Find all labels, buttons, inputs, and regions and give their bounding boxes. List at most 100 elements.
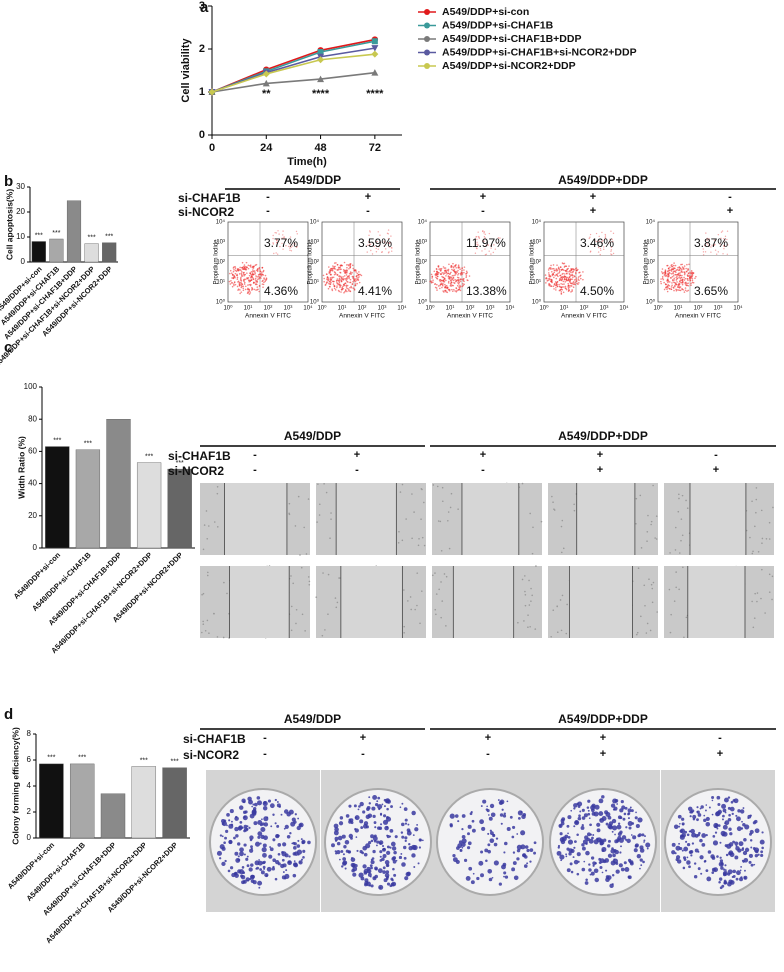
colony <box>239 826 241 828</box>
colony <box>243 843 246 846</box>
colony-dish <box>321 770 435 912</box>
x-tick-label: A549/DDP+si-CHAF1B+DDP <box>2 264 79 341</box>
event-dot <box>239 267 241 269</box>
event-dot <box>261 275 263 277</box>
texture <box>295 623 297 625</box>
colony <box>342 861 347 866</box>
colony <box>686 860 690 864</box>
colony <box>716 855 719 858</box>
y-tick-label: 100 <box>24 382 38 391</box>
colony <box>468 867 472 871</box>
colony <box>490 804 494 808</box>
event-dot <box>596 233 597 234</box>
significance: *** <box>53 437 61 444</box>
colony <box>601 795 604 798</box>
colony <box>242 827 244 829</box>
event-dot <box>669 269 671 271</box>
event-dot <box>346 284 348 286</box>
event-dot <box>689 279 691 281</box>
colony <box>723 881 726 884</box>
event-dot <box>559 289 561 291</box>
flow-x-tick: 10⁰ <box>539 305 549 312</box>
y-tick-label: 3 <box>199 0 205 12</box>
colony <box>282 875 286 879</box>
bar <box>168 469 192 548</box>
colony <box>472 829 476 833</box>
colony <box>407 824 409 826</box>
colony <box>675 846 680 851</box>
texture <box>653 582 655 584</box>
colony <box>256 867 259 870</box>
colony <box>628 821 633 826</box>
colony <box>342 857 346 861</box>
colony <box>695 834 699 838</box>
colony <box>490 831 494 835</box>
texture <box>771 599 773 601</box>
colony <box>272 838 275 841</box>
sign: - <box>728 191 732 203</box>
colony <box>612 825 617 830</box>
colony <box>461 828 463 830</box>
event-dot <box>350 273 352 275</box>
texture <box>755 499 757 501</box>
event-dot <box>564 263 566 265</box>
texture <box>213 613 215 615</box>
event-dot <box>327 279 329 281</box>
significance: *** <box>105 234 113 241</box>
texture <box>686 617 688 619</box>
colony <box>705 869 708 872</box>
colony <box>383 854 387 858</box>
scratch-gap <box>569 566 632 638</box>
texture <box>550 636 552 638</box>
colony <box>761 831 763 833</box>
event-dot <box>672 268 674 270</box>
colony <box>496 837 498 839</box>
colony <box>235 816 237 818</box>
colony <box>233 837 236 840</box>
event-dot <box>669 281 671 283</box>
scratch-image <box>432 483 542 555</box>
texture <box>436 593 438 595</box>
colony <box>695 849 699 853</box>
colony <box>272 866 274 868</box>
event-dot <box>333 283 335 285</box>
event-dot <box>330 273 332 275</box>
flow-x-label: Annexin V FITC <box>339 313 385 320</box>
colony <box>588 863 590 865</box>
event-dot <box>721 232 722 233</box>
quadrant-value: 4.50% <box>580 284 614 298</box>
colony <box>723 825 728 830</box>
event-dot <box>391 251 392 252</box>
flow-x-tick: 10⁴ <box>505 305 515 312</box>
flow-y-tick: 10³ <box>216 240 225 246</box>
y-tick-label: 60 <box>28 447 37 456</box>
colony <box>289 810 294 815</box>
scratch-image <box>548 483 658 555</box>
colony <box>760 840 765 845</box>
flow-y-tick: 10³ <box>646 240 655 246</box>
event-dot <box>239 273 241 275</box>
event-dot <box>440 270 442 272</box>
event-dot <box>490 253 491 254</box>
event-dot <box>260 271 262 273</box>
event-dot <box>431 274 433 276</box>
event-dot <box>682 282 684 284</box>
event-dot <box>553 286 555 288</box>
event-dot <box>671 273 673 275</box>
texture <box>433 484 435 486</box>
texture <box>560 599 562 601</box>
event-dot <box>677 274 679 276</box>
colony <box>709 806 711 808</box>
event-dot <box>251 275 253 277</box>
colony <box>619 851 621 853</box>
colony <box>634 848 638 852</box>
event-dot <box>668 268 670 270</box>
y-tick-label: 80 <box>28 414 37 423</box>
colony <box>730 807 735 812</box>
event-dot <box>256 286 258 288</box>
point <box>372 38 378 44</box>
colony <box>263 843 267 847</box>
scratch-gap <box>336 483 396 555</box>
colony <box>520 830 525 835</box>
texture <box>651 584 653 586</box>
